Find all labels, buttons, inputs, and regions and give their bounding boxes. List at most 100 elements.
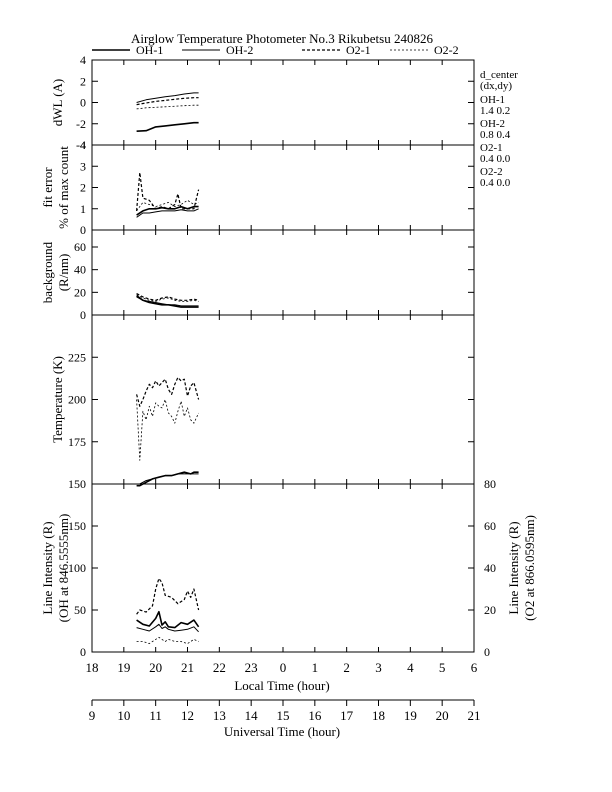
- series-o2-1: [136, 172, 200, 211]
- panel-2: 0 1 2 3 4 fit error% of max count: [40, 138, 475, 237]
- chart-title: Airglow Temperature Photometer No.3 Riku…: [131, 31, 433, 46]
- y-right-tick-label: 60: [484, 519, 496, 533]
- panel-frame: [91, 483, 475, 653]
- y-tick-label: 4: [80, 138, 86, 152]
- side-info-header: d_center: [480, 69, 518, 81]
- side-info-name: OH-2: [480, 118, 505, 130]
- y-tick-label: 0: [80, 645, 86, 659]
- side-info-name: OH-1: [480, 94, 505, 106]
- panel-frame: [91, 314, 475, 485]
- ut-tick-label: 10: [117, 708, 130, 723]
- ut-tick-label: 20: [436, 708, 449, 723]
- panel-3: 0 20 40 60 background (R/nm): [40, 229, 475, 322]
- legend-label-o2-1: O2-1: [346, 43, 371, 57]
- y-right-tick-label: 40: [484, 561, 496, 575]
- y-tick-label: 150: [68, 519, 86, 533]
- series-oh-2: [136, 623, 199, 633]
- ut-tick-label: 12: [181, 708, 194, 723]
- y-axis-label: Temperature (K): [50, 356, 65, 443]
- side-info-subheader: (dx,dy): [480, 80, 512, 92]
- side-info-values: 1.4 0.2: [480, 105, 510, 117]
- series-oh-1: [136, 121, 199, 132]
- legend-label-oh-1: OH-1: [136, 43, 163, 57]
- ut-tick-label: 21: [468, 708, 481, 723]
- y-tick-label: 60: [74, 240, 86, 254]
- ut-tick-label: 13: [213, 708, 226, 723]
- series-oh-1: [136, 610, 200, 629]
- y-tick-label: 150: [68, 477, 86, 491]
- y-right-tick-label: 0: [484, 645, 490, 659]
- series-o2-2: [136, 104, 199, 110]
- ut-tick-label: 9: [89, 708, 96, 723]
- y-axis-label-2: (R/nm): [56, 254, 71, 292]
- y-tick-label: 100: [68, 561, 86, 575]
- ut-tick-label: 17: [340, 708, 354, 723]
- y-tick-label: 3: [80, 159, 86, 173]
- series-o2-2: [136, 636, 199, 644]
- y-right-axis-label-2: (O2 at 866.0595nm): [522, 515, 537, 621]
- series-oh-1: [136, 205, 199, 216]
- y-tick-label: 175: [68, 435, 86, 449]
- y-axis-label-2: (OH at 846.5555nm): [56, 514, 71, 623]
- series-o2-1: [136, 577, 200, 615]
- local-time-tick-label: 3: [375, 660, 382, 675]
- y-tick-label: 2: [80, 74, 86, 88]
- y-tick-label: -2: [76, 117, 86, 131]
- side-info-values: 0.4 0.0: [480, 153, 511, 165]
- local-time-tick-label: 0: [280, 660, 287, 675]
- local-time-tick-label: 4: [407, 660, 414, 675]
- y-axis-label: dWL (A): [50, 79, 65, 127]
- series-oh-2: [136, 473, 199, 485]
- ut-tick-label: 18: [372, 708, 385, 723]
- local-time-tick-label: 22: [213, 660, 226, 675]
- plot-panels: -4 -2 0 2 4 dWL (A) 0 1 2 3 4 fit error% of max cou…: [40, 53, 537, 659]
- y-right-axis-label: Line Intensity (R): [506, 521, 521, 614]
- y-tick-label: 1: [80, 202, 86, 216]
- series-o2-1: [136, 376, 200, 407]
- series-o2-1: [136, 97, 199, 106]
- series-oh-2: [136, 296, 199, 307]
- series-oh-2: [136, 208, 199, 218]
- series-o2-1: [136, 292, 199, 301]
- ut-tick-label: 16: [308, 708, 322, 723]
- local-time-tick-label: 19: [117, 660, 130, 675]
- y-tick-label: 0: [80, 308, 86, 322]
- y-tick-label: 225: [68, 350, 86, 364]
- y-right-tick-label: 20: [484, 603, 496, 617]
- y-tick-label: -4: [76, 138, 86, 152]
- local-time-tick-label: 18: [86, 660, 99, 675]
- y-axis-label: Line Intensity (R): [40, 521, 55, 614]
- side-info-values: 0.4 0.0: [480, 177, 511, 189]
- legend-label-o2-2: O2-2: [434, 43, 459, 57]
- local-time-tick-label: 6: [471, 660, 478, 675]
- side-info-name: O2-1: [480, 142, 503, 154]
- panel-frame: [91, 144, 475, 231]
- side-info-values: 0.8 0.4: [480, 129, 511, 141]
- local-time-tick-label: 2: [343, 660, 350, 675]
- panel-1: -4 -2 0 2 4 dWL (A): [50, 53, 475, 152]
- y-right-tick-label: 80: [484, 477, 496, 491]
- local-time-tick-label: 23: [245, 660, 258, 675]
- side-info: d_center(dx,dy)OH-11.4 0.2OH-20.8 0.4O2-…: [480, 69, 518, 189]
- y-tick-label: 200: [68, 393, 86, 407]
- legend-label-oh-2: OH-2: [226, 43, 253, 57]
- local-time-axis-label: Local Time (hour): [234, 678, 329, 693]
- series-o2-2: [136, 294, 199, 302]
- side-info-name: O2-2: [480, 166, 503, 178]
- ut-tick-label: 14: [245, 708, 259, 723]
- local-time-tick-label: 20: [149, 660, 162, 675]
- local-time-tick-label: 1: [312, 660, 319, 675]
- y-tick-label: 2: [80, 181, 86, 195]
- legend: OH-1 OH-2 O2-1 O2-2: [92, 43, 459, 57]
- y-tick-label: 0: [80, 96, 86, 110]
- y-axis-label: background: [40, 241, 55, 303]
- chart-header: Airglow Temperature Photometer No.3 Riku…: [92, 31, 459, 57]
- series-o2-2: [136, 199, 199, 212]
- y-tick-label: 20: [74, 285, 86, 299]
- ut-tick-label: 15: [277, 708, 290, 723]
- universal-time-axis-label: Universal Time (hour): [224, 724, 340, 739]
- y-tick-label: 0: [80, 223, 86, 237]
- y-tick-label: 40: [74, 263, 86, 277]
